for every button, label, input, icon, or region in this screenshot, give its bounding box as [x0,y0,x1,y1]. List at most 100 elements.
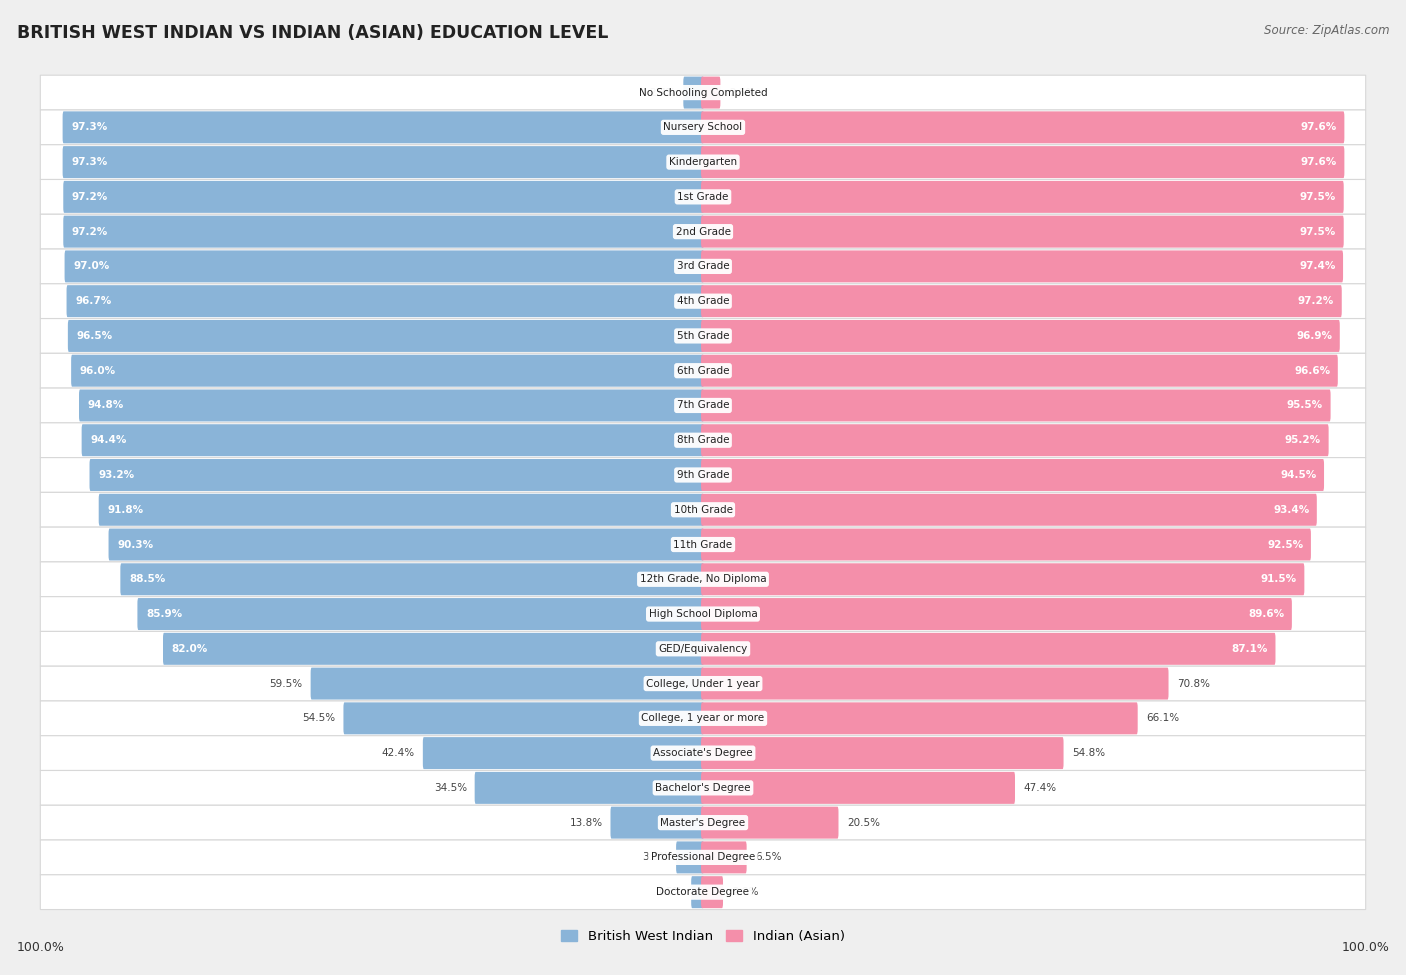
Text: Bachelor's Degree: Bachelor's Degree [655,783,751,793]
Text: Kindergarten: Kindergarten [669,157,737,167]
Text: 3rd Grade: 3rd Grade [676,261,730,271]
FancyBboxPatch shape [702,702,1137,734]
Text: 97.3%: 97.3% [72,122,107,133]
Text: 94.4%: 94.4% [90,435,127,446]
Text: 88.5%: 88.5% [129,574,165,584]
FancyBboxPatch shape [41,701,1365,736]
FancyBboxPatch shape [676,841,704,874]
Text: 91.5%: 91.5% [1261,574,1296,584]
FancyBboxPatch shape [41,179,1365,214]
Text: 42.4%: 42.4% [382,748,415,759]
FancyBboxPatch shape [82,424,704,456]
FancyBboxPatch shape [63,181,704,213]
Text: 95.5%: 95.5% [1286,401,1323,410]
Text: 95.2%: 95.2% [1285,435,1322,446]
Text: Associate's Degree: Associate's Degree [654,748,752,759]
FancyBboxPatch shape [41,249,1365,284]
FancyBboxPatch shape [41,805,1365,840]
Text: No Schooling Completed: No Schooling Completed [638,88,768,98]
FancyBboxPatch shape [702,215,1344,248]
FancyBboxPatch shape [702,111,1344,143]
Text: 2.7%: 2.7% [650,88,675,98]
FancyBboxPatch shape [343,702,704,734]
FancyBboxPatch shape [41,214,1365,249]
Text: 100.0%: 100.0% [1341,941,1389,954]
Text: 97.0%: 97.0% [73,261,110,271]
FancyBboxPatch shape [702,459,1324,491]
FancyBboxPatch shape [702,737,1063,769]
Text: 34.5%: 34.5% [433,783,467,793]
Text: 54.8%: 54.8% [1073,748,1105,759]
Text: 5th Grade: 5th Grade [676,331,730,341]
Text: 54.5%: 54.5% [302,714,336,723]
FancyBboxPatch shape [41,736,1365,770]
Text: 91.8%: 91.8% [107,505,143,515]
FancyBboxPatch shape [108,528,704,561]
Text: 93.2%: 93.2% [98,470,134,480]
Text: 3.8%: 3.8% [641,852,668,863]
FancyBboxPatch shape [41,319,1365,353]
Text: GED/Equivalency: GED/Equivalency [658,644,748,654]
FancyBboxPatch shape [41,597,1365,632]
FancyBboxPatch shape [311,668,704,700]
Text: High School Diploma: High School Diploma [648,609,758,619]
FancyBboxPatch shape [702,389,1330,421]
FancyBboxPatch shape [702,181,1344,213]
Text: 94.8%: 94.8% [87,401,124,410]
Text: 59.5%: 59.5% [270,679,302,688]
Text: 85.9%: 85.9% [146,609,181,619]
Text: 93.4%: 93.4% [1272,505,1309,515]
Text: 96.7%: 96.7% [75,296,111,306]
Text: 6th Grade: 6th Grade [676,366,730,375]
FancyBboxPatch shape [90,459,704,491]
FancyBboxPatch shape [702,146,1344,178]
FancyBboxPatch shape [41,527,1365,562]
Text: 97.6%: 97.6% [1301,157,1337,167]
Text: 90.3%: 90.3% [117,539,153,550]
Text: 8th Grade: 8th Grade [676,435,730,446]
FancyBboxPatch shape [66,285,704,317]
Text: 2.9%: 2.9% [733,887,758,897]
Text: 2nd Grade: 2nd Grade [675,226,731,237]
FancyBboxPatch shape [423,737,704,769]
Text: 97.3%: 97.3% [72,157,107,167]
FancyBboxPatch shape [41,666,1365,701]
Text: 96.5%: 96.5% [76,331,112,341]
FancyBboxPatch shape [702,841,747,874]
FancyBboxPatch shape [41,492,1365,527]
Text: 97.2%: 97.2% [72,192,108,202]
FancyBboxPatch shape [702,320,1340,352]
Text: Doctorate Degree: Doctorate Degree [657,887,749,897]
Text: 6.5%: 6.5% [755,852,782,863]
FancyBboxPatch shape [702,633,1275,665]
Text: 2.5%: 2.5% [730,88,756,98]
Text: 82.0%: 82.0% [172,644,208,654]
FancyBboxPatch shape [41,75,1365,110]
Text: 94.5%: 94.5% [1281,470,1316,480]
Text: BRITISH WEST INDIAN VS INDIAN (ASIAN) EDUCATION LEVEL: BRITISH WEST INDIAN VS INDIAN (ASIAN) ED… [17,24,609,42]
FancyBboxPatch shape [79,389,704,421]
FancyBboxPatch shape [702,772,1015,803]
Text: 9th Grade: 9th Grade [676,470,730,480]
FancyBboxPatch shape [702,668,1168,700]
Text: Source: ZipAtlas.com: Source: ZipAtlas.com [1264,24,1389,37]
FancyBboxPatch shape [63,146,704,178]
Text: 96.0%: 96.0% [80,366,115,375]
FancyBboxPatch shape [63,111,704,143]
FancyBboxPatch shape [121,564,704,596]
FancyBboxPatch shape [63,215,704,248]
FancyBboxPatch shape [41,423,1365,457]
Text: 7th Grade: 7th Grade [676,401,730,410]
FancyBboxPatch shape [98,493,704,526]
Text: 13.8%: 13.8% [569,818,603,828]
Text: 1st Grade: 1st Grade [678,192,728,202]
Text: 96.6%: 96.6% [1294,366,1330,375]
Text: 92.5%: 92.5% [1267,539,1303,550]
FancyBboxPatch shape [702,806,838,838]
Text: 11th Grade: 11th Grade [673,539,733,550]
FancyBboxPatch shape [610,806,704,838]
Text: 96.9%: 96.9% [1296,331,1333,341]
FancyBboxPatch shape [41,144,1365,179]
FancyBboxPatch shape [702,528,1310,561]
FancyBboxPatch shape [702,285,1341,317]
